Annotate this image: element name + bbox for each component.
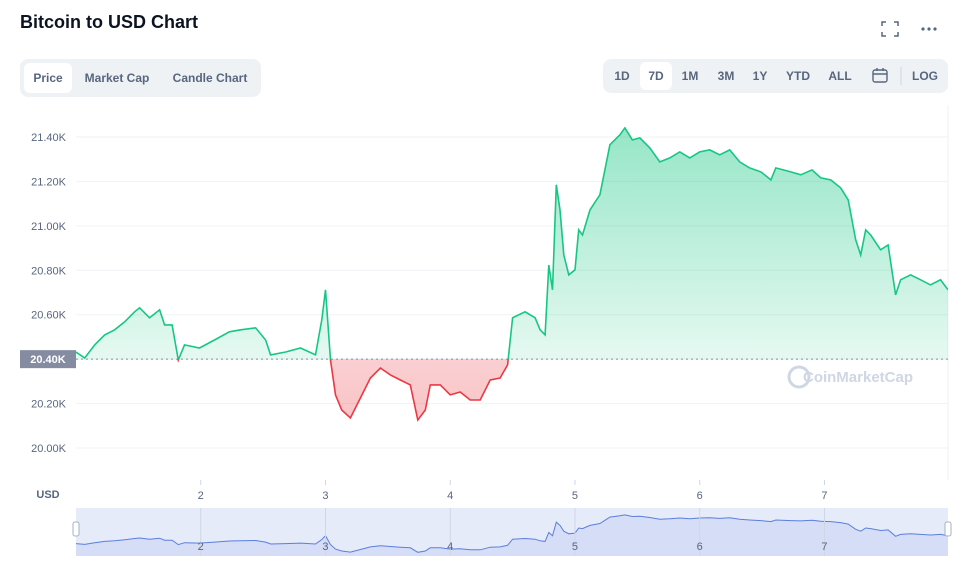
y-tick-label: 21.20K: [31, 176, 67, 188]
navigator-tick-label: 6: [697, 541, 703, 553]
tab[interactable]: Price: [33, 71, 63, 85]
calendar-icon[interactable]: [872, 68, 888, 83]
navigator-tick-label: 7: [821, 541, 827, 553]
watermark: CoinMarketCap: [803, 369, 913, 386]
area-up: [76, 127, 948, 360]
watermark-logo: [787, 365, 811, 389]
more-icon[interactable]: [921, 27, 937, 31]
x-tick-label: 3: [322, 490, 328, 502]
navigator-area: [76, 514, 948, 556]
range-selected: [640, 62, 672, 90]
x-tick-label: 7: [821, 490, 827, 502]
range-button[interactable]: ALL: [828, 69, 851, 83]
range-button[interactable]: YTD: [786, 69, 810, 83]
range-button[interactable]: 3M: [718, 69, 735, 83]
navigator-handle[interactable]: [944, 521, 952, 537]
tab[interactable]: Candle Chart: [173, 71, 248, 85]
navigator-handle[interactable]: [72, 521, 80, 537]
baseline-label: 20.40K: [30, 354, 66, 366]
navigator-tick-label: 5: [572, 541, 578, 553]
log-button[interactable]: LOG: [912, 69, 938, 83]
y-tick-label: 21.00K: [31, 221, 67, 233]
y-tick-label: 20.00K: [31, 443, 67, 455]
range-button[interactable]: 1D: [614, 69, 630, 83]
expand-icon[interactable]: [881, 21, 899, 37]
x-tick-label: 6: [697, 490, 703, 502]
range-button[interactable]: 1M: [682, 69, 699, 83]
range-button[interactable]: 7D: [648, 69, 664, 83]
y-tick-label: 20.60K: [31, 310, 67, 322]
tab-group: [20, 59, 261, 97]
baseline-label-box: [20, 350, 76, 369]
range-group: [603, 59, 948, 93]
page-title: Bitcoin to USD Chart: [20, 12, 198, 32]
tab-selected: [24, 63, 72, 93]
range-button[interactable]: 1Y: [753, 69, 768, 83]
navigator-tick-label: 4: [447, 541, 453, 553]
price-line-up: [76, 126, 948, 360]
x-tick-label: 5: [572, 490, 578, 502]
x-tick-label: 2: [198, 490, 204, 502]
y-tick-label: 20.80K: [31, 265, 67, 277]
navigator-line: [75, 514, 949, 553]
y-tick-label: 20.20K: [31, 399, 67, 411]
y-axis-unit: USD: [36, 489, 59, 501]
y-tick-label: 21.40K: [31, 132, 67, 144]
x-tick-label: 4: [447, 490, 453, 502]
tab[interactable]: Market Cap: [85, 71, 150, 85]
navigator-tick-label: 2: [198, 541, 204, 553]
navigator-tick-label: 3: [322, 541, 328, 553]
